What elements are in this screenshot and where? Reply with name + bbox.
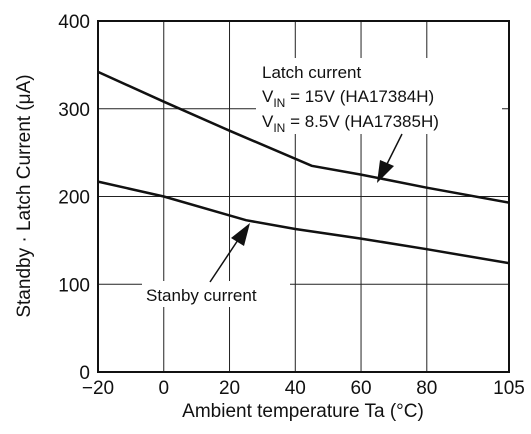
x-tick-label: 105	[493, 378, 525, 399]
latch-annotation-vin15: VIN = 15V (HA17384H)	[262, 87, 434, 110]
x-tick-label: 0	[158, 378, 169, 399]
y-tick-label: 100	[58, 275, 90, 296]
latch-leader-line	[384, 133, 403, 169]
x-tick-label: 60	[350, 378, 371, 399]
standby-arrowhead	[231, 223, 250, 246]
latch-arrowhead	[377, 160, 394, 183]
latch-annotation-bg	[256, 58, 502, 134]
latch-annotation-vin85: VIN = 8.5V (HA17385H)	[262, 112, 439, 135]
y-tick-labels: 0 100 200 300 400	[58, 12, 90, 384]
series-layer	[97, 70, 510, 265]
latch-current-line	[97, 70, 510, 204]
y-axis-title: Standby · Latch Current (μA)	[14, 74, 35, 317]
y-tick-label: 200	[58, 188, 90, 209]
standby-annotation-bg	[142, 281, 290, 307]
y-tick-label: 0	[79, 363, 90, 384]
x-tick-label: 80	[416, 378, 437, 399]
standby-annotation: Stanby current	[142, 223, 290, 307]
latch-annotation: Latch current VIN = 15V (HA17384H) VIN =…	[256, 58, 502, 183]
y-tick-label: 300	[58, 100, 90, 121]
x-tick-label: 20	[219, 378, 240, 399]
x-tick-labels: −20 0 20 40 60 80 105	[82, 378, 525, 399]
standby-annotation-label: Stanby current	[146, 286, 257, 305]
x-tick-label: −20	[82, 378, 114, 399]
latch-annotation-title: Latch current	[262, 63, 361, 82]
x-tick-label: 40	[285, 378, 306, 399]
standby-leader-line	[209, 239, 239, 283]
standby-current-line	[97, 180, 510, 265]
y-tick-label: 400	[58, 12, 90, 33]
x-axis-title: Ambient temperature Ta (°C)	[182, 401, 424, 422]
plot-frame	[97, 20, 510, 373]
